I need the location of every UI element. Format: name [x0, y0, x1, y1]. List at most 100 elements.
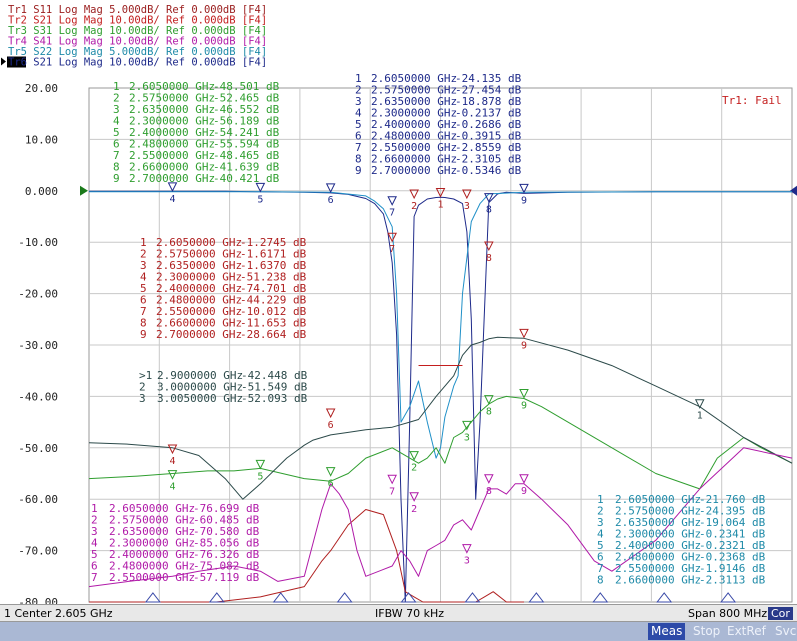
trace-legend-row[interactable]: Tr1 S11 Log Mag 5.000dB/ Ref 0.000dB [F4… [8, 4, 267, 16]
marker-tab[interactable] [464, 592, 481, 603]
marker-number: 8 [486, 205, 492, 216]
marker-tab[interactable] [272, 592, 289, 603]
marker-table-cell: 2 [139, 381, 146, 394]
marker-table-cell: 2.6350000 GHz [109, 525, 195, 538]
marker-table-cell: 2.6350000 GHz [156, 259, 242, 272]
y-tick-label: -10.00 [18, 236, 58, 249]
marker-table-cell: -41.639 dB [213, 161, 280, 174]
marker-tab[interactable] [528, 592, 545, 603]
marker-table-cell: -19.064 dB [699, 516, 766, 529]
marker-triangle [325, 408, 336, 419]
marker-table-cell: -0.2341 dB [699, 528, 766, 541]
series-line [88, 395, 793, 490]
y-tick-label: 10.00 [25, 133, 58, 146]
marker-table-cell: -27.454 dB [455, 84, 522, 97]
marker-table-cell: 2.6050000 GHz [615, 493, 701, 506]
marker-table-cell: 4 [355, 107, 362, 120]
marker-tab[interactable] [592, 592, 609, 603]
marker-table-cell: 2 [597, 505, 604, 518]
marker-tab[interactable] [400, 592, 417, 603]
marker-number: 4 [169, 456, 175, 467]
marker-table-cell: 2.4000000 GHz [371, 118, 457, 131]
marker-table-cell: 3 [139, 392, 146, 405]
marker-table-cell: 5 [140, 282, 147, 295]
softkey-extref[interactable]: ExtRef [727, 624, 766, 638]
reference-markers [80, 185, 797, 196]
marker-table-cell: 7 [113, 149, 120, 162]
softkey-meas[interactable]: Meas [648, 623, 686, 640]
y-tick-label: -60.00 [18, 493, 58, 506]
marker-table-cell: 4 [597, 528, 604, 541]
marker-table-cell: 2.6600000 GHz [129, 161, 215, 174]
span-label[interactable]: Span 800 MHz [688, 607, 768, 620]
marker-number: 8 [486, 253, 492, 264]
marker-table-cell: 5 [113, 126, 120, 139]
marker-table-cell: -2.8559 dB [455, 141, 522, 154]
marker-table-cell: 6 [91, 560, 98, 573]
marker-table-cell: 2.4800000 GHz [615, 551, 701, 564]
active-trace-highlight [7, 56, 26, 68]
marker-table-cell: -0.5346 dB [455, 164, 522, 177]
marker-number: 5 [257, 471, 263, 482]
marker-table-cell: 2 [91, 514, 98, 527]
marker-triangle [167, 444, 178, 455]
center-frequency[interactable]: 1 Center 2.605 GHz [4, 607, 113, 620]
marker-table-cell: 2.5500000 GHz [371, 141, 457, 154]
marker-table-cell: -11.653 dB [240, 317, 307, 330]
marker-table-cell: 5 [597, 539, 604, 552]
marker-table-cell: 2.5750000 GHz [129, 92, 215, 105]
marker-table-cell: 2.4800000 GHz [129, 138, 215, 151]
marker-table-cell: -28.664 dB [240, 328, 307, 341]
trace-legend-row[interactable]: Tr4 S41 Log Mag 10.00dB/ Ref 0.000dB [F4… [8, 36, 267, 48]
y-tick-label: -40.00 [18, 390, 58, 403]
marker-number: 2 [411, 201, 417, 212]
marker-tab[interactable] [208, 592, 225, 603]
marker-tab[interactable] [720, 592, 737, 603]
marker-triangle [387, 232, 397, 243]
marker-table-cell: 8 [113, 161, 120, 174]
marker-table-cell: 2.5500000 GHz [156, 305, 242, 318]
correction-badge[interactable]: Cor [768, 607, 793, 620]
marker-triangle [462, 420, 472, 431]
marker-table-cell: 7 [597, 562, 604, 575]
marker-table-cell: -0.2321 dB [699, 539, 766, 552]
marker-table-cell: 2.6600000 GHz [371, 153, 457, 166]
marker-triangle [255, 459, 266, 470]
reference-arrow-left [80, 185, 88, 196]
trace-legend-row[interactable]: Tr2 S21 Log Mag 10.00dB/ Ref 0.000dB [F4… [8, 15, 267, 27]
trace-legend-row[interactable]: Tr5 S22 Log Mag 5.000dB/ Ref 0.000dB [F4… [8, 46, 267, 58]
ifbw-label[interactable]: IFBW 70 kHz [375, 607, 445, 620]
trace-legend-row[interactable]: Tr6 S21 Log Mag 10.00dB/ Ref 0.000dB [F4… [8, 57, 267, 69]
y-tick-label: -20.00 [18, 288, 58, 301]
marker-table-cell: 2.5750000 GHz [371, 84, 457, 97]
softkey-stop[interactable]: Stop [693, 624, 721, 638]
marker-table-cell: 3 [113, 103, 120, 116]
marker-table-cell: 2.6350000 GHz [615, 516, 701, 529]
y-tick-label: -70.00 [18, 545, 58, 558]
marker-triangle [484, 241, 494, 252]
marker-tabs [144, 592, 737, 603]
marker-triangle [409, 189, 419, 200]
marker-table-cell: 6 [113, 138, 120, 151]
marker-table-cell: -0.2137 dB [455, 107, 522, 120]
softkey-svc[interactable]: Svc [775, 624, 797, 638]
trace-legend-row[interactable]: Tr3 S31 Log Mag 10.00dB/ Ref 0.000dB [F4… [8, 25, 267, 37]
marker-table-cell: 2.5500000 GHz [109, 571, 195, 584]
marker-table-cell: 2.3000000 GHz [371, 107, 457, 120]
marker-table-cell: -51.238 dB [240, 271, 307, 284]
marker-table-cell: 2.6050000 GHz [129, 80, 215, 93]
series-line [88, 447, 793, 588]
marker-table-cell: 8 [355, 153, 362, 166]
marker-table-cell: 6 [140, 294, 147, 307]
series-line [88, 336, 793, 500]
marker-table-cell: -10.012 dB [240, 305, 307, 318]
marker-tab[interactable] [336, 592, 353, 603]
marker-table-cell: 2 [140, 248, 147, 261]
marker-table-cell: 2 [113, 92, 120, 105]
marker-table-cell: 1 [113, 80, 120, 93]
marker-tab[interactable] [144, 592, 161, 603]
marker-table-cell: 2.3000000 GHz [615, 528, 701, 541]
marker-triangle [462, 544, 472, 554]
marker-tab[interactable] [656, 592, 673, 603]
